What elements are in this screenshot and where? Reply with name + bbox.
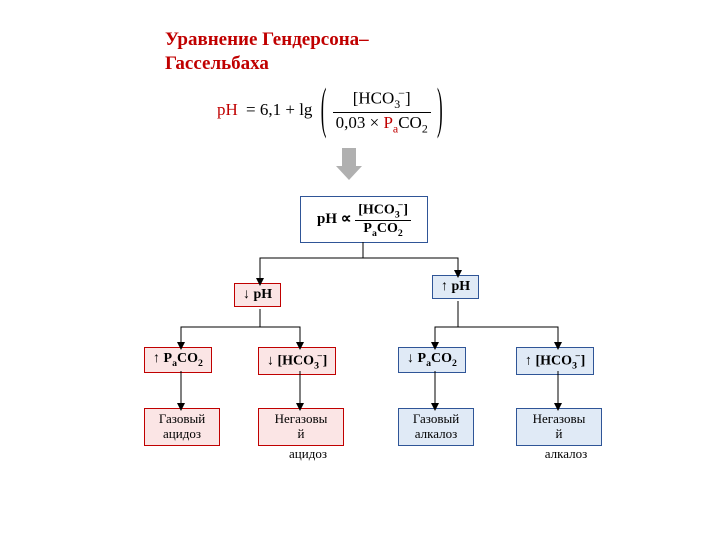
leaf-gas-acidosis: Газовый ацидоз — [144, 408, 220, 446]
leaf2-l1: Негазовы — [275, 411, 328, 426]
eq-ph: pH — [217, 100, 238, 119]
title-line1: Уравнение Гендерсона– — [165, 29, 369, 50]
leaf2-l3: ацидоз — [289, 446, 327, 461]
leaf4-l2: й — [556, 426, 563, 441]
node-ph-high: ↑ pH — [432, 275, 479, 299]
eq-fraction: [HCO3−] 0,03 × PaCO2 — [333, 86, 431, 136]
node-paco2-up: ↑ PaCO2 — [144, 347, 212, 373]
eq-den: 0,03 × PaCO2 — [333, 113, 431, 136]
paren-left: ( — [321, 77, 327, 143]
ph-low-label: ↓ pH — [243, 287, 272, 302]
root-box: pH ∝ [HCO3−] PaCO2 — [300, 196, 428, 243]
title-line2: Гассельбаха — [165, 53, 269, 74]
ph-high-label: ↑ pH — [441, 279, 470, 294]
node-hco3-up: ↑ [HCO3−] — [516, 347, 594, 375]
eq-num: [HCO3−] — [333, 86, 431, 113]
paren-right: ) — [437, 77, 443, 143]
root-label: pH ∝ [HCO3−] PaCO2 — [317, 211, 411, 227]
leaf4-l3: алкалоз — [545, 446, 588, 461]
leaf1-l2: ацидоз — [163, 426, 201, 441]
leaf2-extra: ацидоз — [258, 446, 358, 462]
eq-const: = 6,1 + lg — [246, 100, 312, 119]
node-paco2-down: ↓ PaCO2 — [398, 347, 466, 373]
leaf-gas-alkalosis: Газовый алкалоз — [398, 408, 474, 446]
page-title: Уравнение Гендерсона– Гассельбаха — [165, 28, 369, 76]
leaf3-l2: алкалоз — [415, 426, 458, 441]
leaf3-l1: Газовый — [413, 411, 459, 426]
leaf4-l1: Негазовы — [533, 411, 586, 426]
node-hco3-down: ↓ [HCO3−] — [258, 347, 336, 375]
leaf-nongas-acidosis: Негазовы й — [258, 408, 344, 446]
leaf1-l1: Газовый — [159, 411, 205, 426]
node-ph-low: ↓ pH — [234, 283, 281, 307]
leaf4-extra: алкалоз — [516, 446, 616, 462]
henderson-equation: pH = 6,1 + lg ( [HCO3−] 0,03 × PaCO2 ) — [217, 86, 443, 136]
leaf-nongas-alkalosis: Негазовы й — [516, 408, 602, 446]
leaf2-l2: й — [298, 426, 305, 441]
